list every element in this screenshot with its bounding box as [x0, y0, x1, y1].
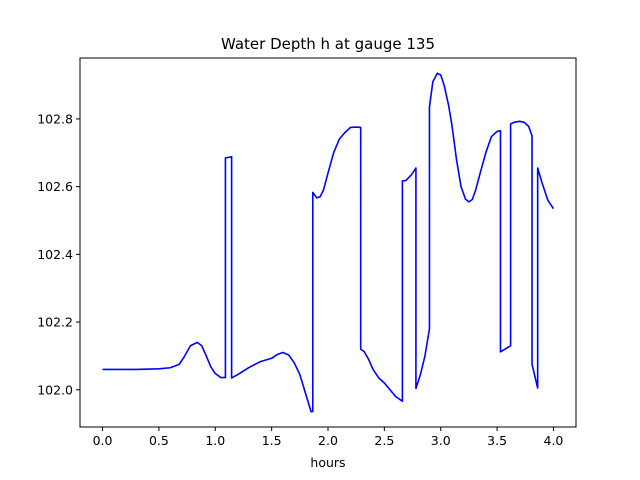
- x-tick-label: 4.0: [544, 433, 564, 448]
- y-axis: 102.0 102.2 102.4 102.6 102.8: [37, 111, 80, 397]
- plot-area: [102, 72, 555, 413]
- x-tick-label: 2.0: [318, 433, 338, 448]
- x-tick-label: 3.5: [487, 433, 507, 448]
- y-tick-label: 102.8: [37, 111, 73, 126]
- y-tick-label: 102.6: [37, 179, 73, 194]
- x-axis: 0.0 0.5 1.0 1.5 2.0 2.5 3.0 3.5 4.0: [93, 427, 564, 448]
- series-line-0: [102, 72, 555, 413]
- x-tick-label: 1.0: [205, 433, 225, 448]
- chart-title: Water Depth h at gauge 135: [221, 35, 435, 53]
- x-tick-label: 0.5: [149, 433, 169, 448]
- x-axis-label: hours: [310, 455, 345, 470]
- y-tick-label: 102.2: [37, 315, 73, 330]
- y-tick-label: 102.0: [37, 382, 73, 397]
- x-tick-label: 2.5: [374, 433, 394, 448]
- x-tick-label: 3.0: [431, 433, 451, 448]
- x-tick-label: 1.5: [262, 433, 282, 448]
- x-tick-label: 0.0: [93, 433, 113, 448]
- plot-frame: [79, 57, 577, 428]
- y-tick-label: 102.4: [37, 247, 73, 262]
